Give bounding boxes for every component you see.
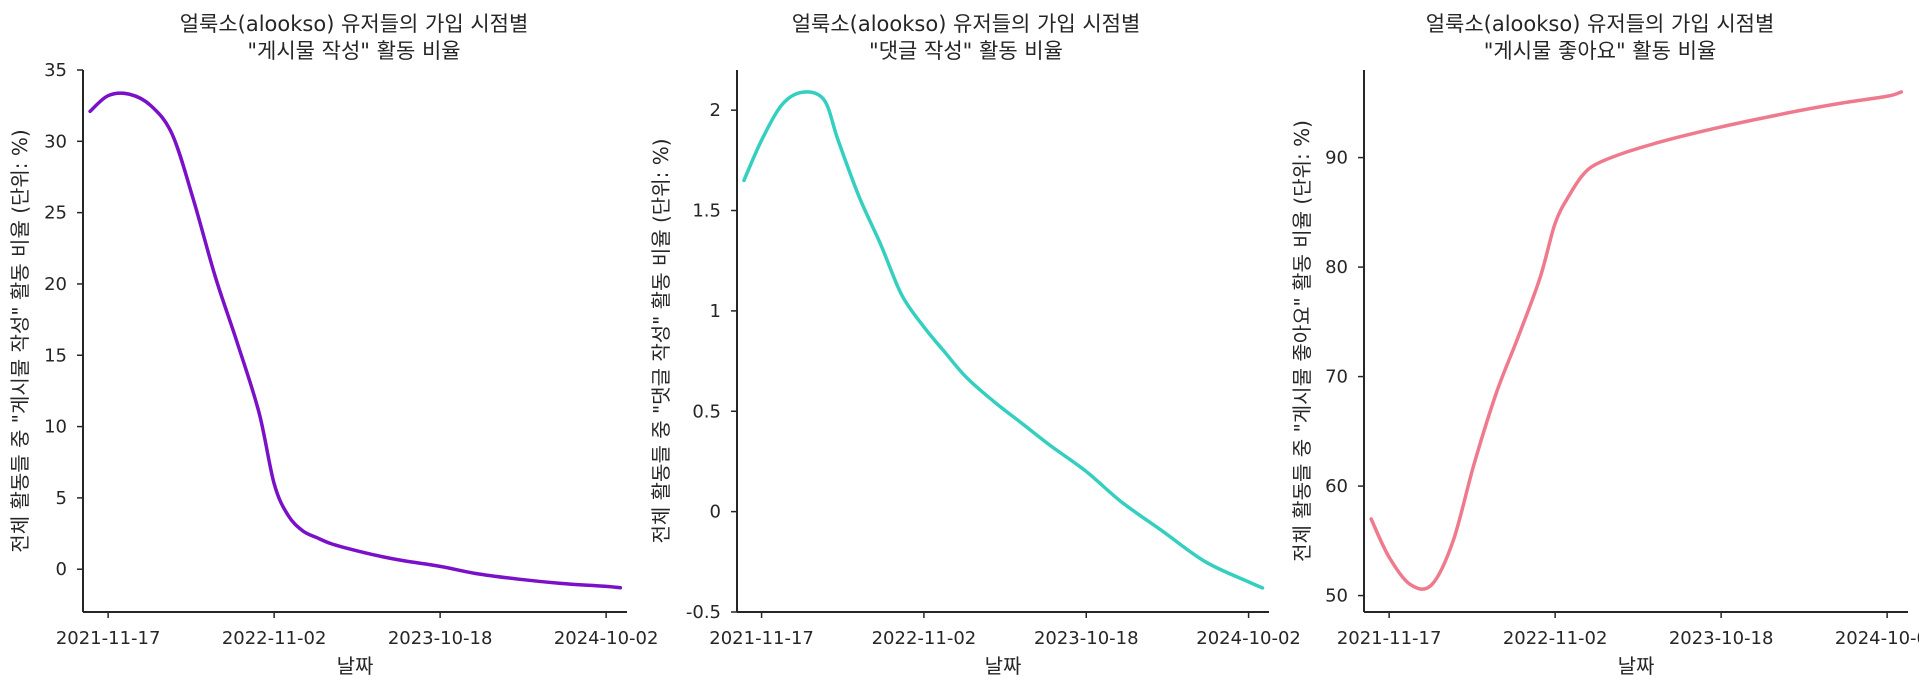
x-tick-label: 2024-10-02 xyxy=(554,628,659,649)
y-tick-label: 70 xyxy=(1325,367,1348,388)
x-tick-label: 2021-11-17 xyxy=(56,628,161,649)
y-tick-label: 25 xyxy=(44,203,67,224)
y-tick-label: 60 xyxy=(1325,476,1348,497)
y-axis-label: 전체 활동들 중 "게시물 작성" 활동 비율 (단위: %) xyxy=(8,129,32,552)
x-tick-group: 2021-11-17 2022-11-02 2023-10-18 2024-10-02 xyxy=(1337,612,1919,649)
x-axis-label: 날짜 xyxy=(337,654,374,678)
x-tick-label: 2022-11-02 xyxy=(222,628,327,649)
y-tick-label: 30 xyxy=(44,131,67,152)
y-tick-label: 2 xyxy=(710,100,721,121)
y-tick-group: 50 60 70 80 90 xyxy=(1325,148,1364,607)
y-tick-label: 90 xyxy=(1325,148,1348,169)
y-tick-label: 10 xyxy=(44,417,67,438)
chart-title-line-2: "게시물 좋아요" 활동 비율 xyxy=(1484,39,1717,63)
x-tick-label: 2022-11-02 xyxy=(1503,628,1608,649)
x-tick-group: 2021-11-17 2022-11-02 2023-10-18 2024-10-02 xyxy=(709,612,1301,649)
y-tick-label: 20 xyxy=(44,274,67,295)
y-tick-label: 1.5 xyxy=(692,201,721,222)
x-tick-label: 2024-10-02 xyxy=(1196,628,1301,649)
y-tick-label: 1 xyxy=(710,301,721,322)
x-tick-label: 2021-11-17 xyxy=(709,628,814,649)
y-tick-group: -0.5 0 0.5 1 1.5 2 xyxy=(686,100,737,623)
y-tick-label: 35 xyxy=(44,60,67,81)
chart-panel-posting: 얼룩소(alookso) 유저들의 가입 시점별 "게시물 작성" 활동 비율 … xyxy=(8,12,658,678)
y-tick-label: 15 xyxy=(44,345,67,366)
x-tick-label: 2022-11-02 xyxy=(872,628,977,649)
y-tick-label: 0 xyxy=(56,559,67,580)
x-tick-label: 2021-11-17 xyxy=(1337,628,1442,649)
y-tick-label: 0 xyxy=(710,502,721,523)
chart-panel-like: 얼룩소(alookso) 유저들의 가입 시점별 "게시물 좋아요" 활동 비율… xyxy=(1290,12,1919,678)
y-tick-group: 0 5 10 15 20 25 30 35 xyxy=(44,60,83,580)
y-tick-label: 80 xyxy=(1325,257,1348,278)
x-tick-label: 2024-10-02 xyxy=(1835,628,1919,649)
y-axis-label: 전체 활동들 중 "게시물 좋아요" 활동 비율 (단위: %) xyxy=(1290,120,1314,562)
x-axis-label: 날짜 xyxy=(1618,654,1655,678)
chart-title-line-1: 얼룩소(alookso) 유저들의 가입 시점별 xyxy=(1426,12,1775,36)
y-tick-label: 0.5 xyxy=(692,401,721,422)
series-line-comment xyxy=(742,90,1265,590)
x-tick-label: 2023-10-18 xyxy=(388,628,493,649)
x-tick-label: 2023-10-18 xyxy=(1034,628,1139,649)
chart-panel-comment: 얼룩소(alookso) 유저들의 가입 시점별 "댓글 작성" 활동 비율 -… xyxy=(649,12,1301,678)
series-line-like xyxy=(1369,90,1904,591)
y-tick-label: -0.5 xyxy=(686,602,721,623)
x-tick-group: 2021-11-17 2022-11-02 2023-10-18 2024-10-02 xyxy=(56,612,659,649)
series-line-posting xyxy=(88,91,623,590)
chart-title-line-2: "댓글 작성" 활동 비율 xyxy=(869,39,1063,63)
y-tick-label: 5 xyxy=(56,488,67,509)
x-tick-label: 2023-10-18 xyxy=(1669,628,1774,649)
y-tick-label: 50 xyxy=(1325,586,1348,607)
x-axis-label: 날짜 xyxy=(985,654,1022,678)
chart-title-line-1: 얼룩소(alookso) 유저들의 가입 시점별 xyxy=(792,12,1141,36)
chart-title-line-2: "게시물 작성" 활동 비율 xyxy=(247,39,460,63)
y-axis-label: 전체 활동들 중 "댓글 작성" 활동 비율 (단위: %) xyxy=(649,138,673,543)
chart-title-line-1: 얼룩소(alookso) 유저들의 가입 시점별 xyxy=(180,12,529,36)
